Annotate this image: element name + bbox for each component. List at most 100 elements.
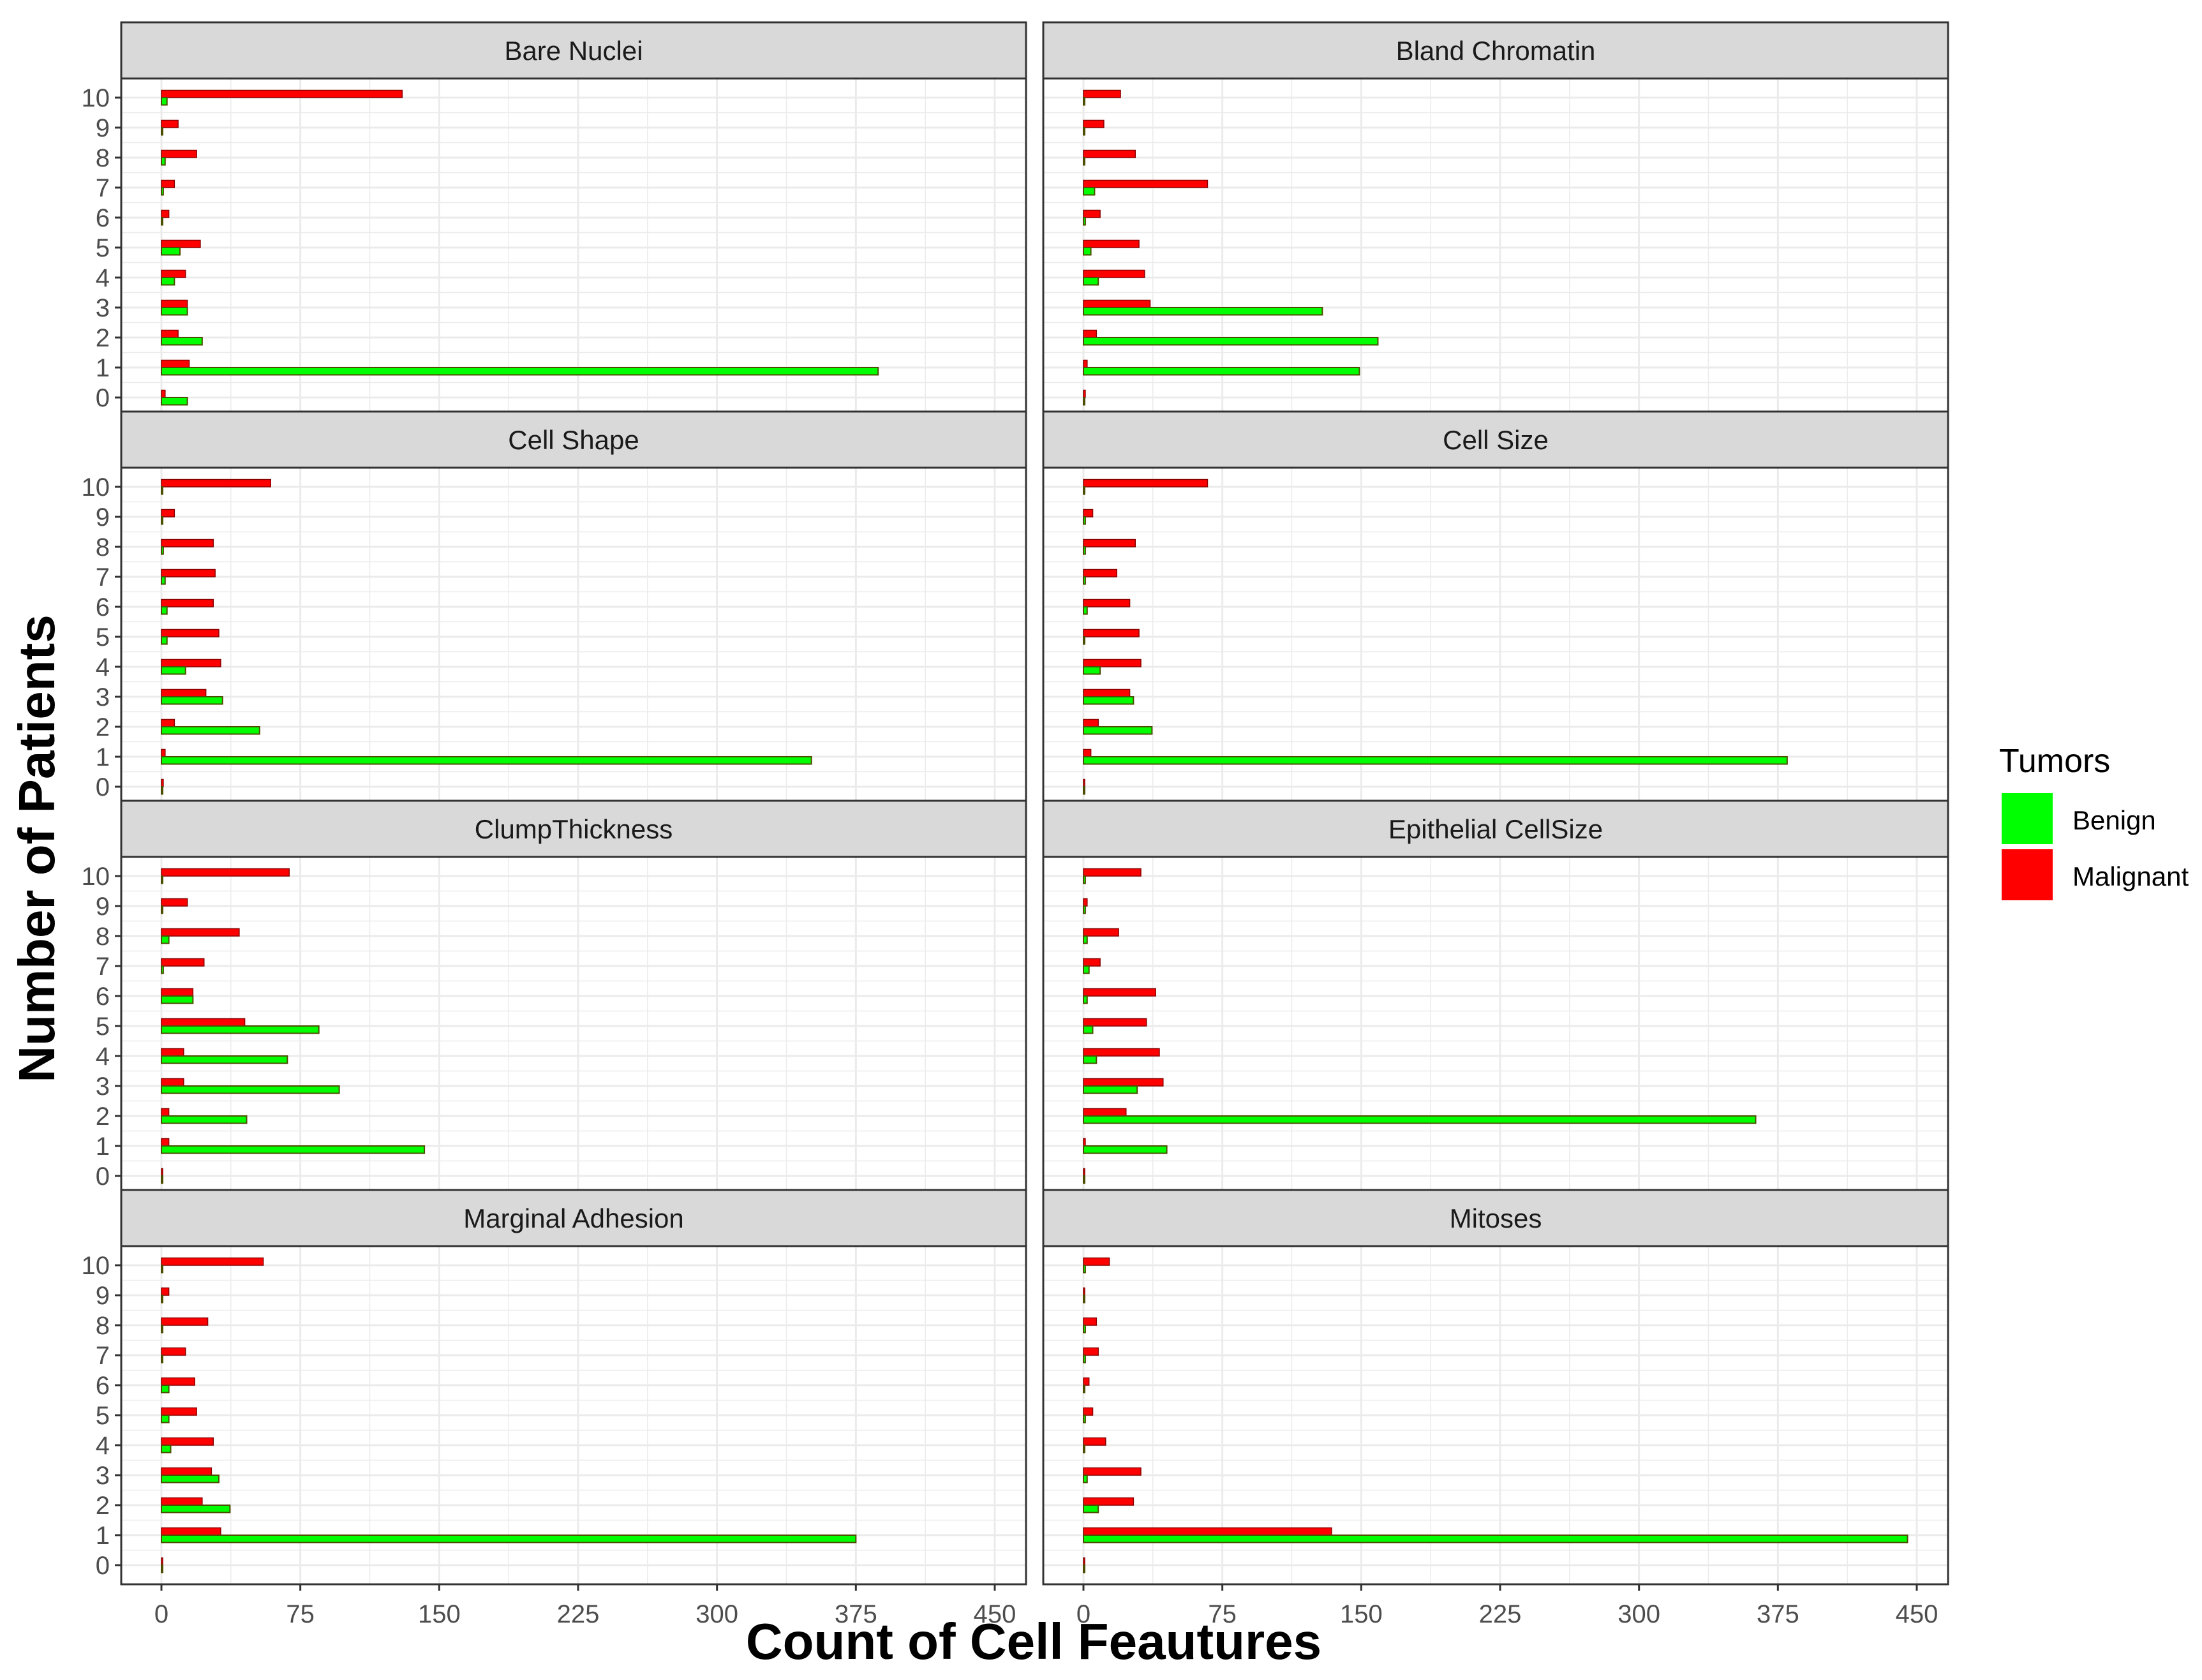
bar-malignant-6 [1083,598,1131,607]
bar-malignant-5 [1083,239,1140,248]
bar-benign-0 [1083,786,1085,795]
y-tick-label: 4 [96,1043,110,1071]
strip-bare-nuclei [120,21,1027,80]
strip-title-clumpthickness: ClumpThickness [475,814,673,844]
bar-malignant-6 [1083,1377,1090,1386]
x-tick-label: 375 [835,1600,877,1628]
bar-malignant-1 [161,1138,170,1147]
strip-title-marginal-adhesion: Marginal Adhesion [463,1203,684,1233]
x-tick-label: 150 [418,1600,461,1628]
y-tick-label: 4 [96,653,110,681]
bar-benign-7 [1083,576,1086,585]
bar-benign-4 [161,666,186,675]
bar-benign-7 [161,576,166,585]
bar-malignant-1 [161,748,166,757]
y-tick-label: 2 [96,1103,110,1131]
bar-malignant-4 [161,1048,184,1057]
bar-benign-4 [1083,1445,1085,1453]
bar-benign-3 [161,1475,219,1483]
strip-epithelial-cellsize [1042,799,1949,858]
bar-benign-7 [1083,187,1096,196]
bars-bare-nuclei [161,89,879,406]
bar-malignant-3 [161,1078,184,1087]
bar-benign-4 [161,277,175,286]
bar-malignant-6 [1083,209,1101,218]
y-axis-title: Number of Patients [8,614,65,1082]
y-tick-label: 3 [96,1462,110,1490]
y-tick-label: 8 [96,923,110,951]
bar-benign-4 [161,1055,288,1064]
y-tick-label: 2 [96,1492,110,1520]
x-tick-label: 300 [696,1600,738,1628]
strip-title-cell-shape: Cell Shape [508,425,639,455]
bar-malignant-8 [161,539,214,547]
bar-benign-9 [161,127,163,136]
bar-malignant-7 [1083,179,1209,188]
y-tick-label: 8 [96,533,110,561]
bar-benign-9 [161,516,163,525]
bar-malignant-4 [1083,658,1142,667]
bar-benign-9 [1083,127,1085,136]
bar-benign-1 [1083,756,1788,765]
bar-benign-2 [1083,726,1153,735]
legend-title: Tumors [1999,743,2110,780]
strip-title-bare-nuclei: Bare Nuclei [504,36,643,66]
bar-benign-2 [1083,337,1379,346]
bar-benign-3 [1083,307,1323,316]
strip-marginal-adhesion [120,1189,1027,1247]
bar-benign-0 [161,397,188,406]
gridlines-marginal-adhesion [121,1246,1026,1584]
bar-benign-1 [1083,1145,1168,1154]
bar-malignant-1 [161,1527,221,1536]
strip-cell-shape [120,410,1027,469]
bar-benign-1 [161,1145,426,1154]
bar-benign-9 [161,905,163,914]
bar-malignant-0 [161,778,164,787]
bar-benign-0 [161,1175,163,1184]
axis-ticks: 0123456789100123456789100123456789100123… [82,84,1938,1628]
panel-mitoses: Mitoses [1042,1189,1949,1586]
bar-benign-9 [1083,516,1086,525]
bar-malignant-10 [1083,89,1121,98]
panel-bland-chromatin: Bland Chromatin [1042,21,1949,418]
y-tick-label: 0 [96,1552,110,1580]
bar-malignant-2 [1083,718,1099,727]
bar-malignant-4 [161,658,221,667]
bar-malignant-5 [161,628,219,637]
bar-malignant-4 [161,1437,214,1446]
bar-malignant-8 [1083,149,1136,158]
bar-malignant-2 [1083,329,1097,338]
strip-clumpthickness [120,799,1027,858]
y-tick-label: 6 [96,593,110,621]
x-ticks-mitoses: 0 75 150 225 300 375 450 [1076,1584,1938,1628]
y-tick-label: 10 [82,84,110,112]
bar-malignant-4 [1083,1437,1106,1446]
bar-benign-3 [1083,1085,1138,1094]
bars-cell-shape [161,479,812,795]
x-axis-title: Count of Cell Feautures [746,1613,1321,1670]
panel-cell-shape: Cell Shape [120,410,1027,807]
x-tick-label: 75 [1208,1600,1237,1628]
bar-benign-9 [1083,905,1086,914]
bar-benign-2 [161,726,260,735]
bar-malignant-4 [161,269,186,278]
bar-benign-7 [161,965,164,974]
strip-title-mitoses: Mitoses [1450,1203,1542,1233]
y-tick-label: 7 [96,1342,110,1370]
bar-malignant-0 [1083,778,1085,787]
bars-epithelial-cellsize [1083,868,1757,1184]
bar-malignant-3 [161,299,188,308]
bar-malignant-8 [161,149,197,158]
y-tick-label: 0 [96,773,110,801]
bar-malignant-2 [1083,1108,1127,1117]
bar-benign-7 [1083,1355,1086,1364]
bar-benign-9 [161,1295,163,1304]
bar-malignant-0 [161,389,166,398]
bar-malignant-8 [1083,1317,1097,1326]
x-tick-label: 300 [1618,1600,1660,1628]
bar-benign-6 [161,1385,170,1394]
bar-benign-4 [161,1445,172,1453]
bar-benign-5 [1083,247,1092,256]
gridlines-cell-shape [121,468,1026,806]
